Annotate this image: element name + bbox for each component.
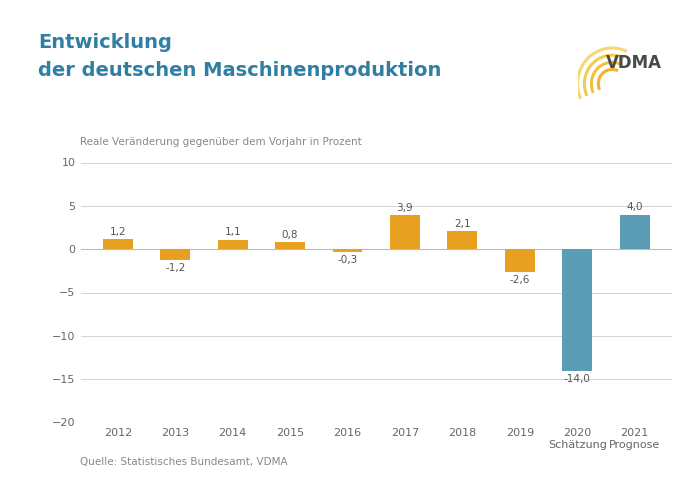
Text: 2,1: 2,1 [454, 219, 470, 229]
Text: 3,9: 3,9 [397, 203, 413, 213]
Bar [332, 249, 363, 252]
Text: -0,3: -0,3 [337, 255, 358, 265]
Bar [447, 231, 477, 249]
Text: der deutschen Maschinenproduktion: der deutschen Maschinenproduktion [38, 61, 442, 80]
Bar [160, 249, 190, 260]
Text: -1,2: -1,2 [165, 262, 186, 272]
Text: 1,1: 1,1 [225, 228, 241, 237]
Text: 1,2: 1,2 [109, 226, 126, 236]
Bar [103, 239, 133, 249]
Text: 0,8: 0,8 [282, 230, 298, 240]
Bar [620, 214, 650, 249]
Bar [390, 216, 420, 249]
Text: 4,0: 4,0 [626, 202, 643, 212]
Bar [505, 249, 535, 272]
Text: Entwicklung: Entwicklung [38, 34, 172, 52]
Text: VDMA: VDMA [606, 54, 662, 72]
Text: -14,0: -14,0 [564, 374, 591, 384]
Text: Reale Veränderung gegenüber dem Vorjahr in Prozent: Reale Veränderung gegenüber dem Vorjahr … [80, 137, 363, 147]
Text: -2,6: -2,6 [510, 274, 530, 284]
Text: Quelle: Statistisches Bundesamt, VDMA: Quelle: Statistisches Bundesamt, VDMA [80, 457, 288, 467]
Bar [218, 240, 248, 249]
Bar [275, 242, 305, 249]
Bar [562, 249, 592, 370]
